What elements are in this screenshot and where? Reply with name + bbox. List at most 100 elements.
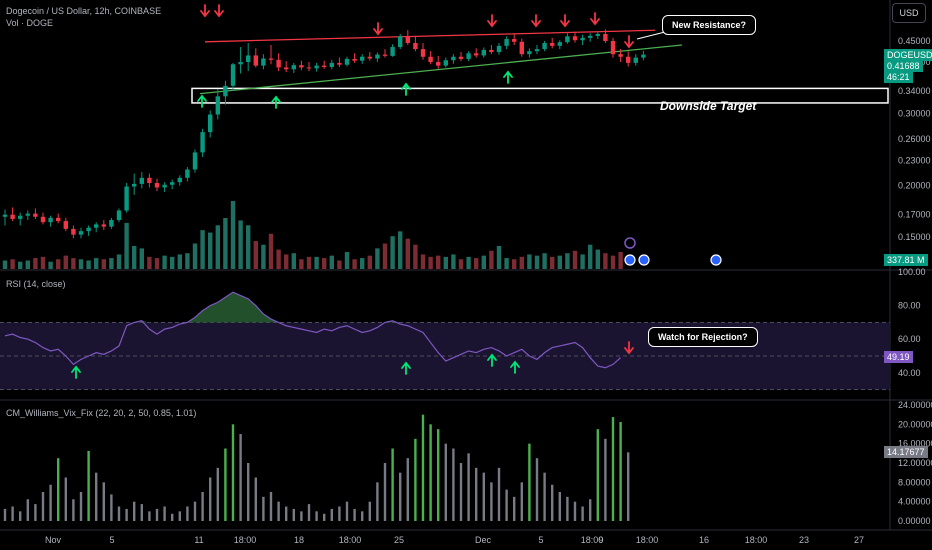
candle-body (10, 214, 15, 219)
volume-bar (238, 220, 243, 269)
currency-button[interactable]: USD (892, 3, 926, 23)
vix-bar (155, 508, 159, 521)
candle-body (56, 217, 61, 222)
candle-body (238, 62, 243, 65)
vix-legend: CM_Williams_Vix_Fix (22, 20, 2, 50, 0.85… (6, 408, 197, 418)
volume-bar (154, 258, 160, 269)
vix-bar (186, 506, 189, 521)
vix-bar (467, 453, 470, 521)
candle-body (565, 36, 570, 43)
green-up-arrow (401, 82, 411, 96)
candle-body (253, 55, 258, 66)
candle-body (572, 36, 578, 41)
volume-bar (33, 258, 38, 269)
volume-bar (504, 258, 509, 269)
volume-bar (603, 253, 608, 269)
volume-bar (284, 254, 289, 269)
red-down-arrow (560, 14, 570, 28)
volume-bar (177, 254, 182, 269)
candle-body (458, 56, 464, 59)
vix-bar (338, 506, 341, 521)
flag-marker (624, 254, 636, 266)
vix-bar (178, 511, 181, 521)
volume-bar (572, 250, 578, 269)
volume-bar (322, 258, 327, 269)
volume-bar (390, 236, 395, 269)
volume-bar (413, 244, 418, 269)
red-down-arrow (487, 14, 497, 28)
vix-bar (262, 496, 265, 521)
candle-body (306, 67, 312, 69)
candle-body (451, 56, 456, 61)
price-tag-value: 0.41688 (884, 60, 923, 72)
candle-body (398, 36, 403, 48)
volume-bar (101, 259, 106, 269)
candle-body (474, 53, 479, 56)
pane-layer (0, 0, 932, 531)
candle-body (177, 177, 182, 183)
vix-bar (330, 508, 333, 521)
vix-bar (421, 414, 425, 521)
volume-bar (443, 256, 448, 269)
vix-bar (171, 513, 174, 521)
volume-bar (18, 261, 23, 269)
vix-tick-label: 12.00000 (898, 458, 932, 468)
candle-body (496, 45, 502, 53)
time-tick-label: 25 (394, 535, 404, 545)
volume-bar (474, 258, 479, 269)
time-tick-label: 11 (194, 535, 203, 545)
candle-body (185, 169, 190, 178)
volume-bar (344, 252, 350, 269)
time-tick-label: 9 (598, 535, 603, 545)
volume-bar (223, 218, 228, 269)
volume-bar (56, 259, 61, 269)
vix-bar (611, 417, 615, 521)
time-tick-label: 27 (854, 535, 864, 545)
candle-body (337, 62, 342, 65)
vix-bar (475, 467, 478, 521)
volume-bar (116, 254, 122, 269)
vix-bar (383, 463, 387, 521)
vix-bar (437, 429, 440, 521)
volume-legend: Vol · DOGE (6, 18, 54, 28)
volume-bar (610, 255, 616, 269)
arrow-shape (200, 4, 210, 18)
red-down-arrow (590, 12, 600, 26)
red-down-arrow (531, 14, 541, 28)
time-tick-label: 18:00 (636, 535, 659, 545)
volume-bar (71, 258, 76, 269)
rsi-line (4, 291, 621, 369)
vix-bar (528, 443, 531, 521)
vix-bar (285, 506, 288, 521)
volume-bar (208, 232, 213, 269)
vix-bar (254, 477, 257, 521)
watch-rejection-callout: Watch for Rejection? (648, 327, 758, 347)
volume-bar (25, 260, 30, 269)
rsi-tick-label: 40.00 (898, 368, 921, 378)
vix-bar (429, 424, 432, 521)
candle-body (466, 53, 471, 59)
candle-body (390, 47, 395, 56)
downside-target-box (191, 87, 889, 104)
vix-bar (505, 489, 508, 521)
vix-bar (406, 458, 409, 521)
volume-bar (375, 248, 380, 269)
candle-body (223, 85, 228, 97)
vix-tick-label: 8.00000 (898, 477, 931, 487)
vix-bar (34, 504, 37, 521)
candle-body (284, 67, 289, 70)
time-tick-label: Dec (475, 535, 492, 545)
volume-bar (451, 254, 456, 269)
price-tick-label: 0.17000 (898, 210, 931, 220)
volume-bar (512, 259, 517, 269)
downside-target-label: Downside Target (660, 99, 757, 113)
arrow-shape (401, 82, 411, 96)
candle-body (534, 49, 540, 52)
candle-body (489, 49, 494, 53)
callout-leader (636, 31, 666, 40)
rsi-tick-label: 60.00 (898, 334, 921, 344)
vix-bar (444, 443, 447, 521)
vix-tick-label: 0.00000 (898, 516, 931, 526)
arrow-shape (624, 341, 634, 355)
vix-bar (11, 506, 14, 521)
